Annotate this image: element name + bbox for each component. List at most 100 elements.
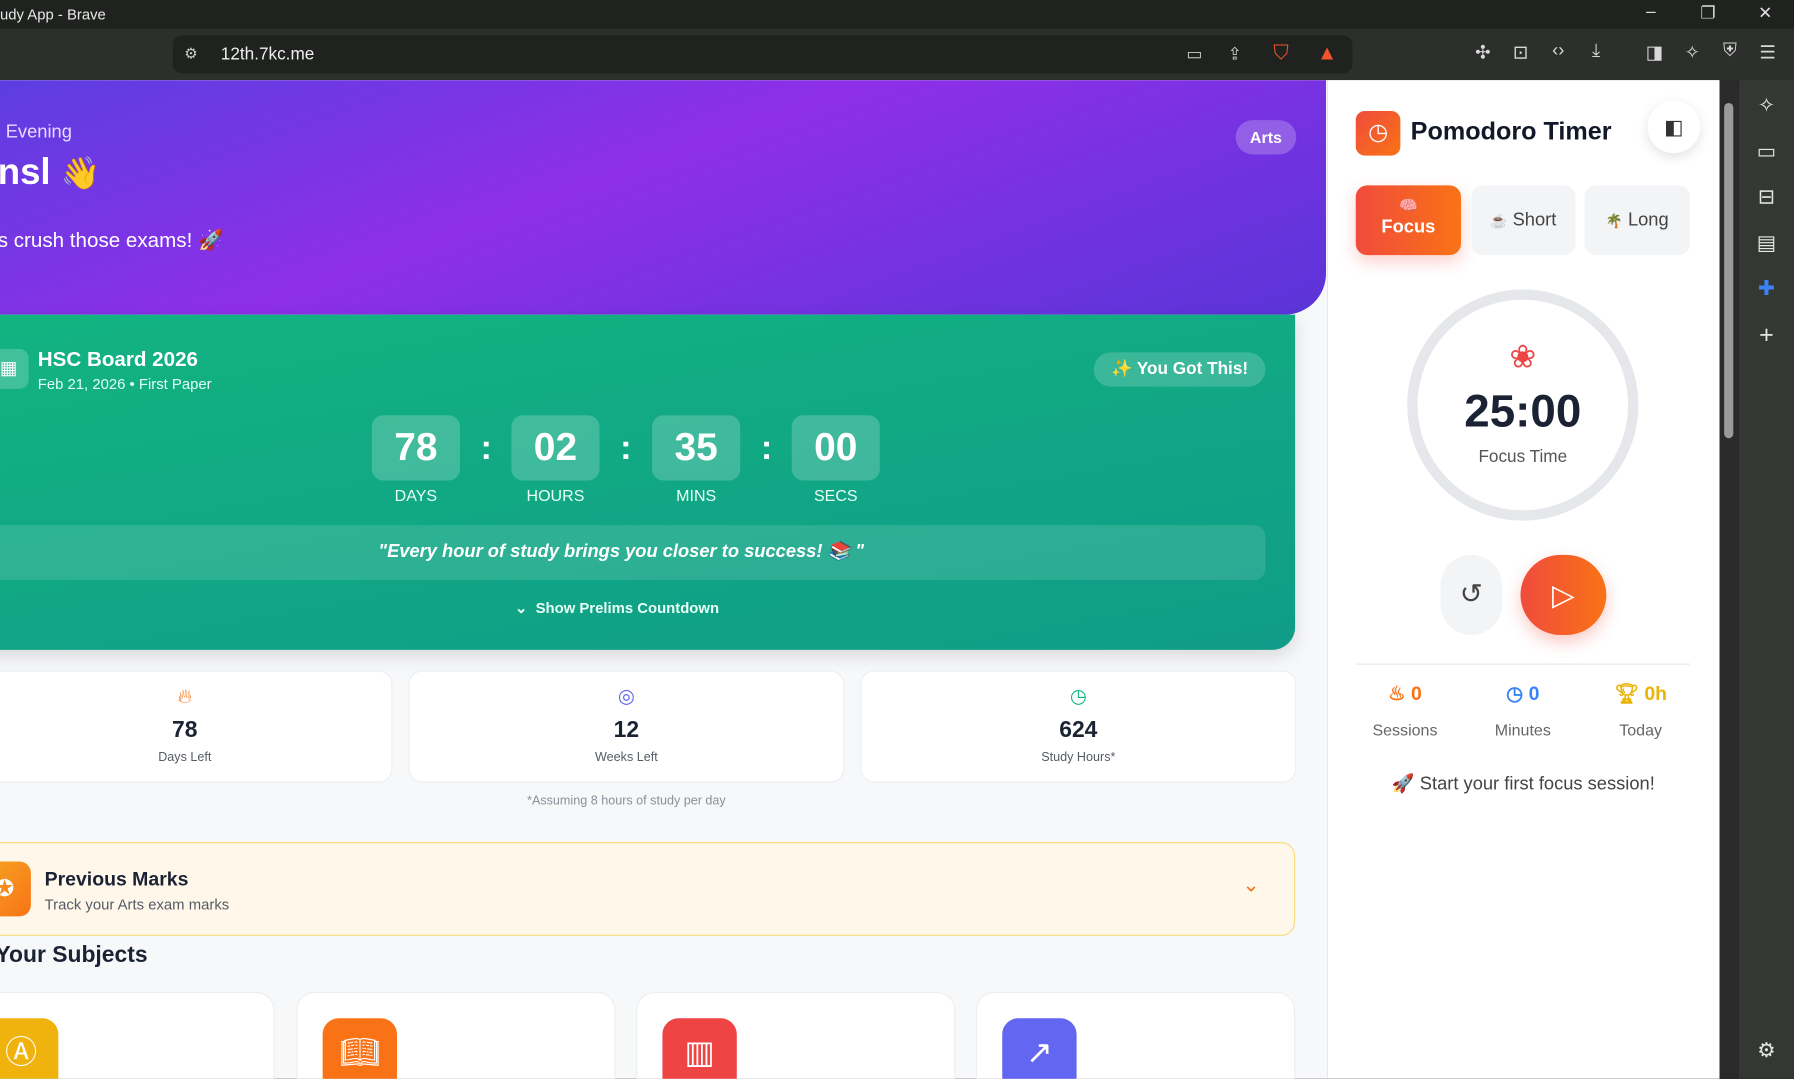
stat-card-hours: ◷ 624 Study Hours*: [860, 670, 1297, 783]
secs-value: 00: [791, 415, 880, 481]
motivational-quote: "Every hour of study brings you closer t…: [0, 525, 1266, 581]
previous-marks-section[interactable]: ✪ Previous Marks Track your Arts exam ma…: [0, 842, 1296, 936]
clock-icon: ◷: [1506, 683, 1524, 705]
stat-value: 12: [613, 717, 640, 743]
extension-icon[interactable]: ✚: [1757, 276, 1776, 300]
pomodoro-title: Pomodoro Timer: [1410, 116, 1612, 146]
stat-value: 0: [1410, 683, 1422, 705]
reset-button[interactable]: ↺: [1440, 554, 1503, 635]
restore-button[interactable]: ❐: [1700, 3, 1716, 23]
days-label: DAYS: [394, 486, 438, 505]
marks-title: Previous Marks: [44, 868, 189, 891]
browser-toolbar: ⚙ 12th.7kc.me ▭ ⇪ ⛉ ▲ ✣ ⊡ ‹› ⤓ ◨ ✧ ⛨ ☰: [0, 28, 1794, 81]
menu-icon[interactable]: ☰: [1759, 43, 1776, 63]
language-icon: Ⓐ: [0, 1018, 59, 1079]
url-text[interactable]: 12th.7kc.me: [220, 44, 315, 65]
minimize-button[interactable]: –: [1646, 2, 1656, 22]
subject-card[interactable]: ↗: [975, 991, 1296, 1079]
settings-icon[interactable]: ⚙: [1757, 1038, 1776, 1062]
show-prelims-toggle[interactable]: ⌄ Show Prelims Countdown: [515, 600, 719, 618]
hours-value: 02: [511, 415, 600, 481]
coffee-emoji: ☕: [1490, 212, 1508, 229]
mode-long-button[interactable]: 🌴 Long: [1584, 185, 1690, 256]
brain-icon: ❀: [1509, 338, 1537, 375]
start-button[interactable]: ▷: [1520, 554, 1607, 635]
user-name-text: nsl: [0, 151, 51, 193]
mode-label: Focus: [1381, 217, 1436, 237]
award-icon: ✪: [0, 861, 31, 917]
sidebar-toggle-icon[interactable]: ◨: [1645, 43, 1664, 63]
close-button[interactable]: ✕: [1758, 3, 1773, 23]
timer-icon: ◷: [1355, 110, 1401, 156]
stat-label: Study Hours*: [1041, 750, 1116, 765]
bookmarks-icon[interactable]: ⊟: [1757, 185, 1776, 209]
brave-shield-icon[interactable]: ⛉: [1273, 41, 1289, 65]
separator: :: [620, 429, 632, 467]
hours-label: HOURS: [526, 486, 585, 505]
leo-icon[interactable]: ✧: [1684, 43, 1700, 63]
download-icon[interactable]: ⤓: [1591, 41, 1601, 61]
timer-ring: [1407, 289, 1639, 521]
timer-display: 25:00: [1464, 386, 1582, 438]
stat-card-days: 🔥︎ 78 Days Left: [0, 670, 393, 783]
address-bar[interactable]: ⚙ 12th.7kc.me ▭ ⇪ ⛉ ▲: [172, 35, 1353, 74]
stat-card-weeks: ◎ 12 Weeks Left: [408, 670, 845, 783]
exam-subtitle: Feb 21, 2026 • First Paper: [37, 375, 212, 393]
motivation-badge: ✨ You Got This!: [1093, 352, 1266, 387]
subject-card[interactable]: Ⓐ: [0, 991, 275, 1079]
vpn-icon[interactable]: ⛨: [1722, 41, 1737, 61]
reading-list-icon[interactable]: ▤: [1756, 231, 1777, 254]
mode-short-button[interactable]: ☕ Short: [1471, 185, 1576, 256]
greeting-text: Evening: [5, 122, 72, 142]
add-icon[interactable]: +: [1759, 320, 1774, 349]
stat-value: 0h: [1644, 683, 1668, 705]
devtools-icon[interactable]: ‹›: [1552, 41, 1565, 61]
palm-emoji: 🌴: [1605, 212, 1623, 229]
site-settings-icon[interactable]: ⚙: [184, 44, 198, 62]
trophy-icon: 🏆︎: [1614, 683, 1639, 705]
mode-label: Long: [1627, 210, 1669, 230]
stat-value: 0: [1528, 683, 1540, 705]
sessions-stat: ♨ 0 Sessions: [1348, 683, 1462, 739]
stat-label: Days Left: [158, 750, 212, 765]
subject-card[interactable]: ▥: [636, 991, 956, 1079]
scrollbar-thumb[interactable]: [1724, 102, 1734, 439]
mins-label: MINS: [676, 486, 717, 505]
target-icon: ◎: [617, 685, 635, 708]
stat-label: Minutes: [1494, 720, 1551, 740]
mode-focus-button[interactable]: 🧠 Focus: [1355, 185, 1462, 256]
flame-icon: ♨: [1388, 683, 1406, 705]
reset-icon: ↺: [1459, 578, 1483, 610]
greeting-banner: Evening nsl 👋 s crush those exams! 🚀 Art…: [0, 80, 1327, 315]
stats-note: *Assuming 8 hours of study per day: [527, 794, 726, 808]
today-stat: 🏆︎ 0h Today: [1583, 683, 1697, 739]
exam-title: HSC Board 2026: [37, 347, 199, 371]
user-name: nsl 👋: [0, 151, 101, 193]
cast-icon[interactable]: ▭: [1186, 44, 1203, 65]
stat-label: Weeks Left: [595, 750, 658, 765]
chevron-down-icon[interactable]: ⌄: [1242, 872, 1260, 896]
leo-ai-icon[interactable]: ✧: [1757, 93, 1776, 117]
timer-label: Focus Time: [1478, 447, 1568, 467]
subject-card[interactable]: 📖︎: [296, 991, 616, 1079]
share-icon[interactable]: ⇪: [1227, 44, 1243, 65]
brave-rewards-icon[interactable]: ▲: [1316, 41, 1338, 65]
clock-icon: ◷: [1069, 685, 1087, 708]
wave-emoji: 👋: [60, 155, 101, 192]
scrollbar[interactable]: [1719, 80, 1740, 1079]
extensions-icon[interactable]: ✣: [1475, 43, 1491, 63]
collapse-panel-button[interactable]: ◧: [1647, 100, 1701, 154]
stat-label: Sessions: [1372, 720, 1438, 740]
play-icon: ▷: [1551, 577, 1575, 613]
book-icon: 📖︎: [322, 1018, 398, 1079]
window-title: udy App - Brave: [0, 5, 106, 23]
separator: :: [480, 429, 492, 467]
calendar-icon: ▦: [0, 348, 29, 389]
stat-value: 78: [172, 717, 198, 743]
subjects-heading: Your Subjects: [0, 942, 148, 968]
screenshot-icon[interactable]: ⊡: [1512, 43, 1529, 63]
mode-label: Short: [1512, 210, 1557, 230]
video-icon[interactable]: ▭: [1756, 139, 1777, 163]
toggle-label: Show Prelims Countdown: [535, 599, 720, 617]
marks-subtitle: Track your Arts exam marks: [44, 895, 230, 913]
